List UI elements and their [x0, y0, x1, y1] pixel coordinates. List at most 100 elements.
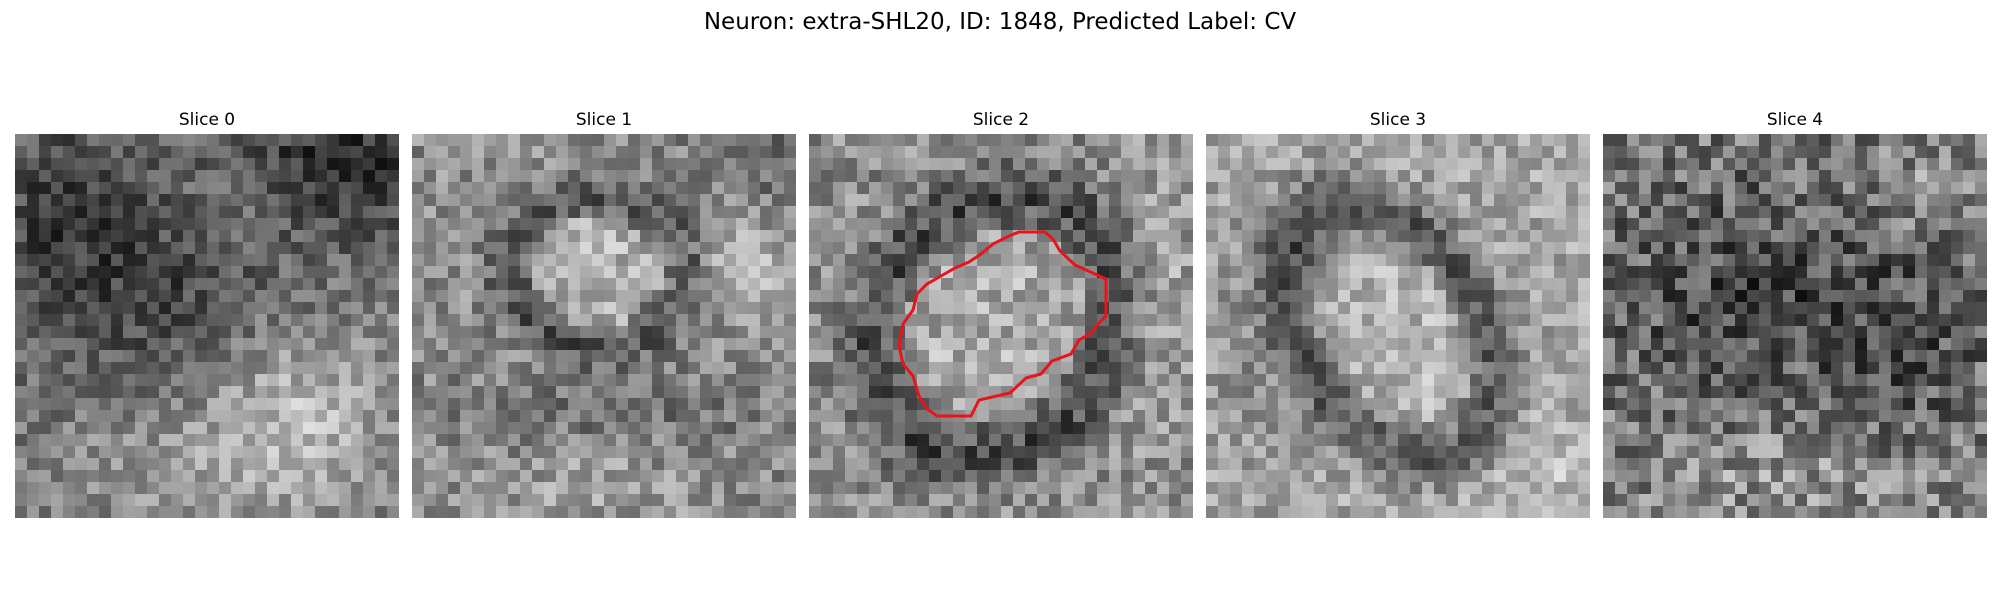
slice-pixel	[363, 302, 375, 314]
slice-pixel	[1398, 230, 1410, 242]
slice-pixel	[219, 398, 231, 410]
slice-pixel	[1603, 146, 1615, 158]
slice-pixel	[1446, 470, 1458, 482]
slice-pixel	[363, 158, 375, 170]
slice-pixel	[833, 458, 845, 470]
slice-pixel	[1482, 386, 1494, 398]
slice-pixel	[243, 278, 255, 290]
slice-pixel	[351, 338, 363, 350]
slice-pixel	[1362, 170, 1374, 182]
slice-pixel	[929, 482, 941, 494]
slice-pixel	[1554, 350, 1566, 362]
slice-pixel	[1831, 290, 1843, 302]
slice-pixel	[1458, 230, 1470, 242]
slice-pixel	[484, 146, 496, 158]
slice-pixel	[1121, 182, 1133, 194]
slice-pixel	[965, 278, 977, 290]
slice-pixel	[1939, 314, 1951, 326]
slice-pixel	[1362, 386, 1374, 398]
slice-pixel	[1554, 506, 1566, 518]
slice-pixel	[809, 350, 821, 362]
slice-pixel	[929, 338, 941, 350]
slice-pixel	[1410, 158, 1422, 170]
slice-pixel	[616, 134, 628, 146]
slice-pixel	[267, 362, 279, 374]
slice-pixel	[532, 422, 544, 434]
slice-pixel	[1951, 146, 1963, 158]
slice-pixel	[1049, 422, 1061, 434]
slice-pixel	[87, 446, 99, 458]
slice-pixel	[1085, 170, 1097, 182]
slice-pixel	[905, 326, 917, 338]
slice-pixel	[616, 254, 628, 266]
slice-pixel	[1639, 410, 1651, 422]
slice-pixel	[1374, 410, 1386, 422]
slice-pixel	[652, 254, 664, 266]
slice-pixel	[1975, 290, 1987, 302]
slice-pixel	[1759, 458, 1771, 470]
slice-pixel	[207, 278, 219, 290]
slice-pixel	[869, 266, 881, 278]
slice-pixel	[375, 146, 387, 158]
slice-pixel	[1759, 302, 1771, 314]
slice-pixel	[315, 386, 327, 398]
slice-pixel	[893, 398, 905, 410]
slice-pixel	[1458, 350, 1470, 362]
slice-pixel	[628, 254, 640, 266]
slice-pixel	[568, 194, 580, 206]
slice-pixel	[1578, 266, 1590, 278]
slice-pixel	[1446, 218, 1458, 230]
slice-pixel	[303, 434, 315, 446]
slice-pixel	[1939, 170, 1951, 182]
slice-pixel	[1290, 410, 1302, 422]
slice-pixel	[640, 494, 652, 506]
slice-pixel	[1723, 410, 1735, 422]
slice-pixel	[1723, 230, 1735, 242]
slice-pixel	[712, 218, 724, 230]
slice-pixel	[1542, 494, 1554, 506]
slice-pixel	[1783, 230, 1795, 242]
slice-pixel	[1302, 374, 1314, 386]
slice-pixel	[1109, 422, 1121, 434]
slice-pixel	[1603, 266, 1615, 278]
slice-pixel	[75, 266, 87, 278]
slice-pixel	[821, 410, 833, 422]
slice-pixel	[784, 326, 796, 338]
slice-pixel	[1434, 482, 1446, 494]
slice-pixel	[1651, 182, 1663, 194]
slice-pixel	[905, 398, 917, 410]
slice-pixel	[1663, 326, 1675, 338]
slice-pixel	[1675, 146, 1687, 158]
slice-pixel	[652, 158, 664, 170]
slice-pixel	[1651, 374, 1663, 386]
slice-pixel	[1398, 386, 1410, 398]
slice-pixel	[592, 206, 604, 218]
slice-pixel	[63, 266, 75, 278]
slice-pixel	[1903, 314, 1915, 326]
slice-pixel	[1338, 242, 1350, 254]
slice-pixel	[1386, 350, 1398, 362]
slice-pixel	[1639, 194, 1651, 206]
slice-pixel	[1422, 194, 1434, 206]
slice-pixel	[616, 194, 628, 206]
slice-pixel	[135, 326, 147, 338]
slice-pixel	[99, 170, 111, 182]
slice-pixel	[1266, 350, 1278, 362]
slice-pixel	[869, 182, 881, 194]
slice-pixel	[1001, 458, 1013, 470]
slice-pixel	[171, 290, 183, 302]
slice-pixel	[1603, 302, 1615, 314]
slice-pixel	[1699, 434, 1711, 446]
slice-pixel	[1446, 494, 1458, 506]
slice-pixel	[255, 386, 267, 398]
slice-pixel	[39, 302, 51, 314]
slice-pixel	[472, 398, 484, 410]
slice-pixel	[760, 230, 772, 242]
slice-pixel	[1482, 494, 1494, 506]
slice-pixel	[424, 218, 436, 230]
slice-pixel	[1975, 326, 1987, 338]
slice-pixel	[616, 302, 628, 314]
slice-pixel	[1795, 194, 1807, 206]
slice-pixel	[772, 446, 784, 458]
slice-pixel	[1374, 494, 1386, 506]
